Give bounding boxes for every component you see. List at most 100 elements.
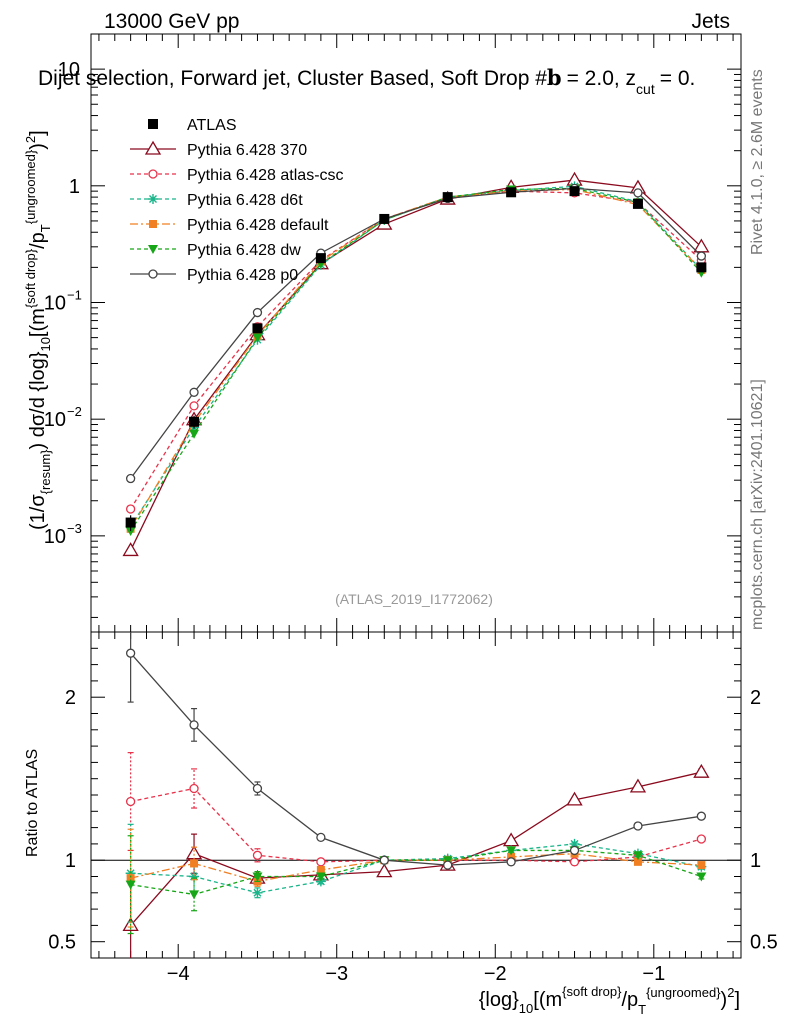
ratio-point (507, 852, 516, 861)
data-point (442, 192, 453, 203)
legend-marker (148, 269, 158, 279)
rivet-label: Rivet 4.1.0, ≥ 2.6M events (749, 69, 766, 255)
y-tick-exponent: −3 (67, 521, 82, 536)
data-point (189, 416, 200, 427)
y-tick-exponent: −2 (67, 404, 82, 419)
plot-title: Dijet selection, Forward jet, Cluster Ba… (38, 65, 695, 97)
svg-text:(1/σ{resum}) dσ/d {log}10[(m{s: (1/σ{resum}) dσ/d {log}10[(m{soft drop}/… (23, 130, 53, 530)
ratio-tick-label: 1 (65, 850, 76, 872)
x-axis-label: {log}10[(m{soft drop}/pT{ungroomed})2] (479, 984, 740, 1017)
ratio-point (185, 845, 203, 860)
ratio-point (633, 857, 642, 866)
ratio-tick-label: 0.5 (48, 932, 76, 954)
ratio-point (252, 872, 263, 882)
ratio-plot-area (91, 632, 741, 958)
legend-label: Pythia 6.428 dw (187, 242, 301, 259)
ratio-point (633, 821, 643, 831)
data-point (125, 517, 136, 528)
legend-marker (144, 140, 162, 155)
y-tick-label: 10 (44, 409, 66, 431)
ratio-tick-label-right: 0.5 (750, 932, 778, 954)
y-tick-label: 10 (44, 526, 66, 548)
x-tick-label: −2 (484, 963, 507, 985)
ratio-point (126, 874, 135, 883)
ratio-axis-label: Ratio to ATLAS (24, 749, 41, 857)
ratio-point (316, 865, 325, 874)
ratio-point (315, 872, 326, 882)
ratio-point (189, 720, 199, 730)
series-point (125, 527, 136, 537)
ratio-line (130, 843, 702, 894)
plot-title-eq: = 2.0, z (567, 67, 636, 90)
legend: ATLAS Pythia 6.428 370 Pythia 6.428 atlas-… (130, 117, 344, 284)
jets-label: Jets (691, 10, 730, 33)
ratio-point (506, 846, 517, 856)
ratio-line (130, 771, 702, 926)
ratio-point (502, 832, 520, 847)
series-line (130, 188, 702, 530)
x-tick-label: −3 (325, 963, 348, 985)
ratio-line (130, 853, 702, 883)
ratio-point (443, 860, 453, 870)
ratio-point (252, 850, 263, 860)
ratio-point (252, 887, 263, 898)
series-point (125, 504, 136, 514)
data-point (506, 187, 517, 198)
ratio-point (189, 871, 200, 882)
ratio-point (316, 832, 326, 843)
data-point (696, 262, 707, 273)
legend-marker (148, 119, 158, 129)
ratio-line (130, 652, 702, 866)
ratio-line (130, 849, 702, 896)
ratio-point (696, 872, 707, 882)
ratio-point (569, 838, 580, 849)
ratio-point (629, 778, 647, 793)
ratio-point (125, 796, 136, 807)
plot-title-sub: cut (636, 81, 655, 97)
ratio-panel-frame (90, 631, 742, 959)
x-tick-label: −4 (167, 963, 190, 985)
legend-marker (148, 169, 158, 179)
ratio-point (569, 845, 580, 856)
ratio-point (506, 857, 516, 867)
series-point (633, 188, 643, 198)
ratio-point (376, 863, 393, 878)
mcplots-label: mcplots.cern.ch [arXiv:2401.10621] (749, 379, 766, 630)
legend-label: Pythia 6.428 370 (187, 142, 307, 159)
ratio-point (189, 783, 199, 794)
plot-title-tail: = 0. (660, 67, 696, 90)
ratio-point (379, 855, 389, 865)
ratio-point (696, 834, 707, 844)
y-tick-exponent: −1 (67, 287, 82, 302)
series-line (130, 190, 702, 510)
series-line (130, 179, 702, 551)
ratio-point (697, 861, 706, 870)
ratio-point (632, 851, 643, 861)
series-point (696, 251, 707, 261)
ratio-point (125, 648, 136, 658)
ratio-tick-label-right: 2 (750, 687, 761, 709)
plot-title-main: Dijet selection, Forward jet, Cluster Ba… (38, 67, 547, 90)
y-tick-label: 1 (69, 176, 80, 198)
y-tick-label: 10 (44, 292, 66, 314)
legend-marker (148, 245, 158, 254)
series-point (189, 387, 199, 397)
ratio-point (566, 791, 583, 806)
ratio-point (316, 857, 326, 867)
y-tick-label: 10 (58, 59, 80, 81)
series-point (189, 429, 200, 439)
ratio-point (693, 763, 710, 778)
x-tick-label: −1 (642, 963, 665, 985)
series-point (252, 307, 263, 318)
legend-marker (148, 194, 158, 204)
ratio-point (696, 811, 707, 821)
plot-title-beta: b (547, 65, 562, 90)
ratio-tick-label-right: 1 (750, 850, 761, 872)
main-plot-area (122, 171, 710, 557)
ratio-point (252, 783, 263, 794)
data-point (632, 198, 643, 209)
analysis-watermark: (ATLAS_2019_I1772062) (335, 591, 493, 607)
ratio-tick-label: 2 (65, 687, 76, 709)
